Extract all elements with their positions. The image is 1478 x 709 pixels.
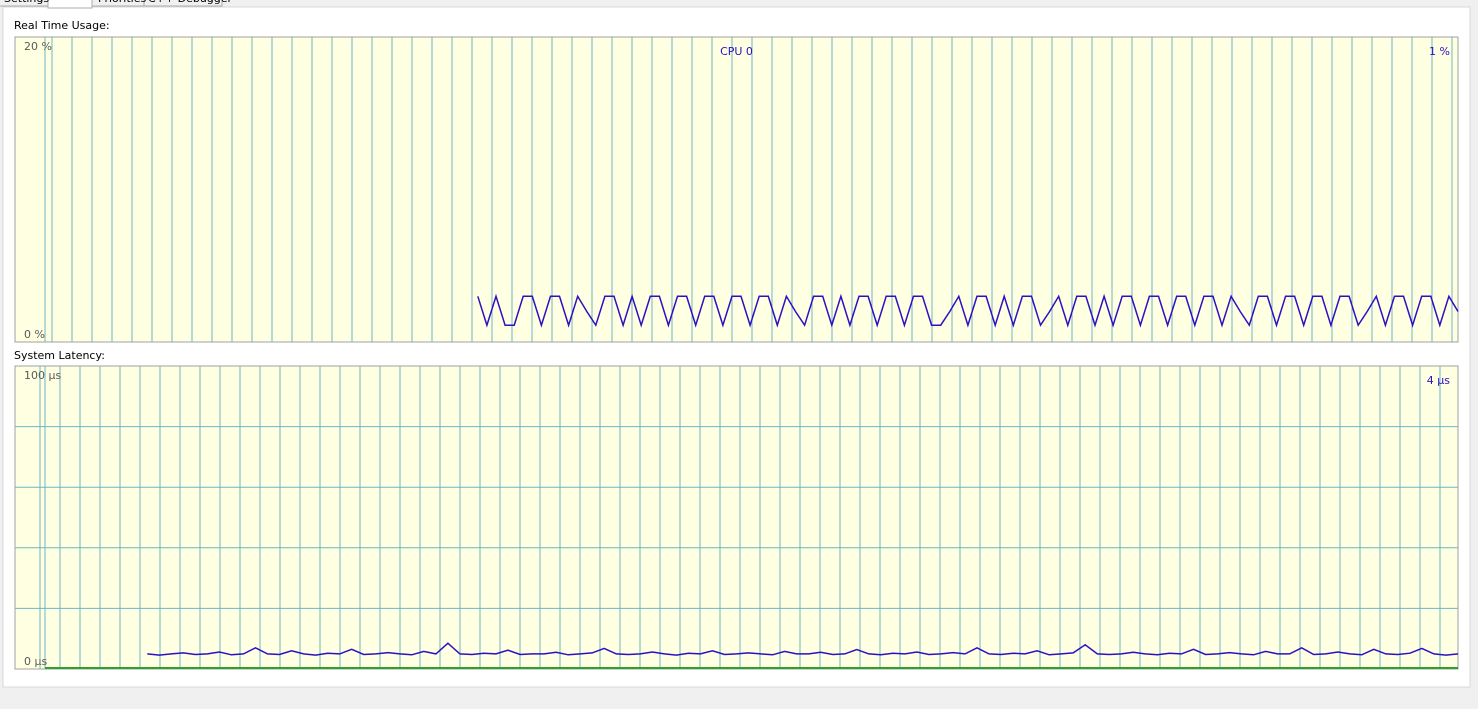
y-tick-label: 20 %	[24, 40, 52, 53]
tab-label[interactable]: Priorities	[98, 0, 146, 5]
tab[interactable]	[0, 0, 49, 7]
tab-label[interactable]: Settings	[4, 0, 49, 5]
current-value: 1 %	[1429, 45, 1450, 58]
y-tick-label: 100 µs	[24, 369, 61, 382]
panel-label: System Latency:	[14, 349, 105, 362]
tab-selected[interactable]	[47, 0, 93, 9]
tab[interactable]	[91, 0, 145, 7]
tab-label[interactable]: C++ Debugger	[148, 0, 233, 5]
y-tick-label: 0 µs	[24, 655, 47, 668]
chart-title: CPU 0	[720, 45, 753, 58]
plot-area	[14, 365, 1459, 670]
trace	[477, 293, 1459, 328]
current-value: 4 µs	[1427, 374, 1450, 387]
y-tick-label: 0 %	[24, 328, 45, 341]
panel-label: Real Time Usage:	[14, 19, 110, 32]
trace	[147, 642, 1459, 656]
plot-area	[14, 36, 1459, 343]
tab[interactable]	[143, 0, 223, 7]
